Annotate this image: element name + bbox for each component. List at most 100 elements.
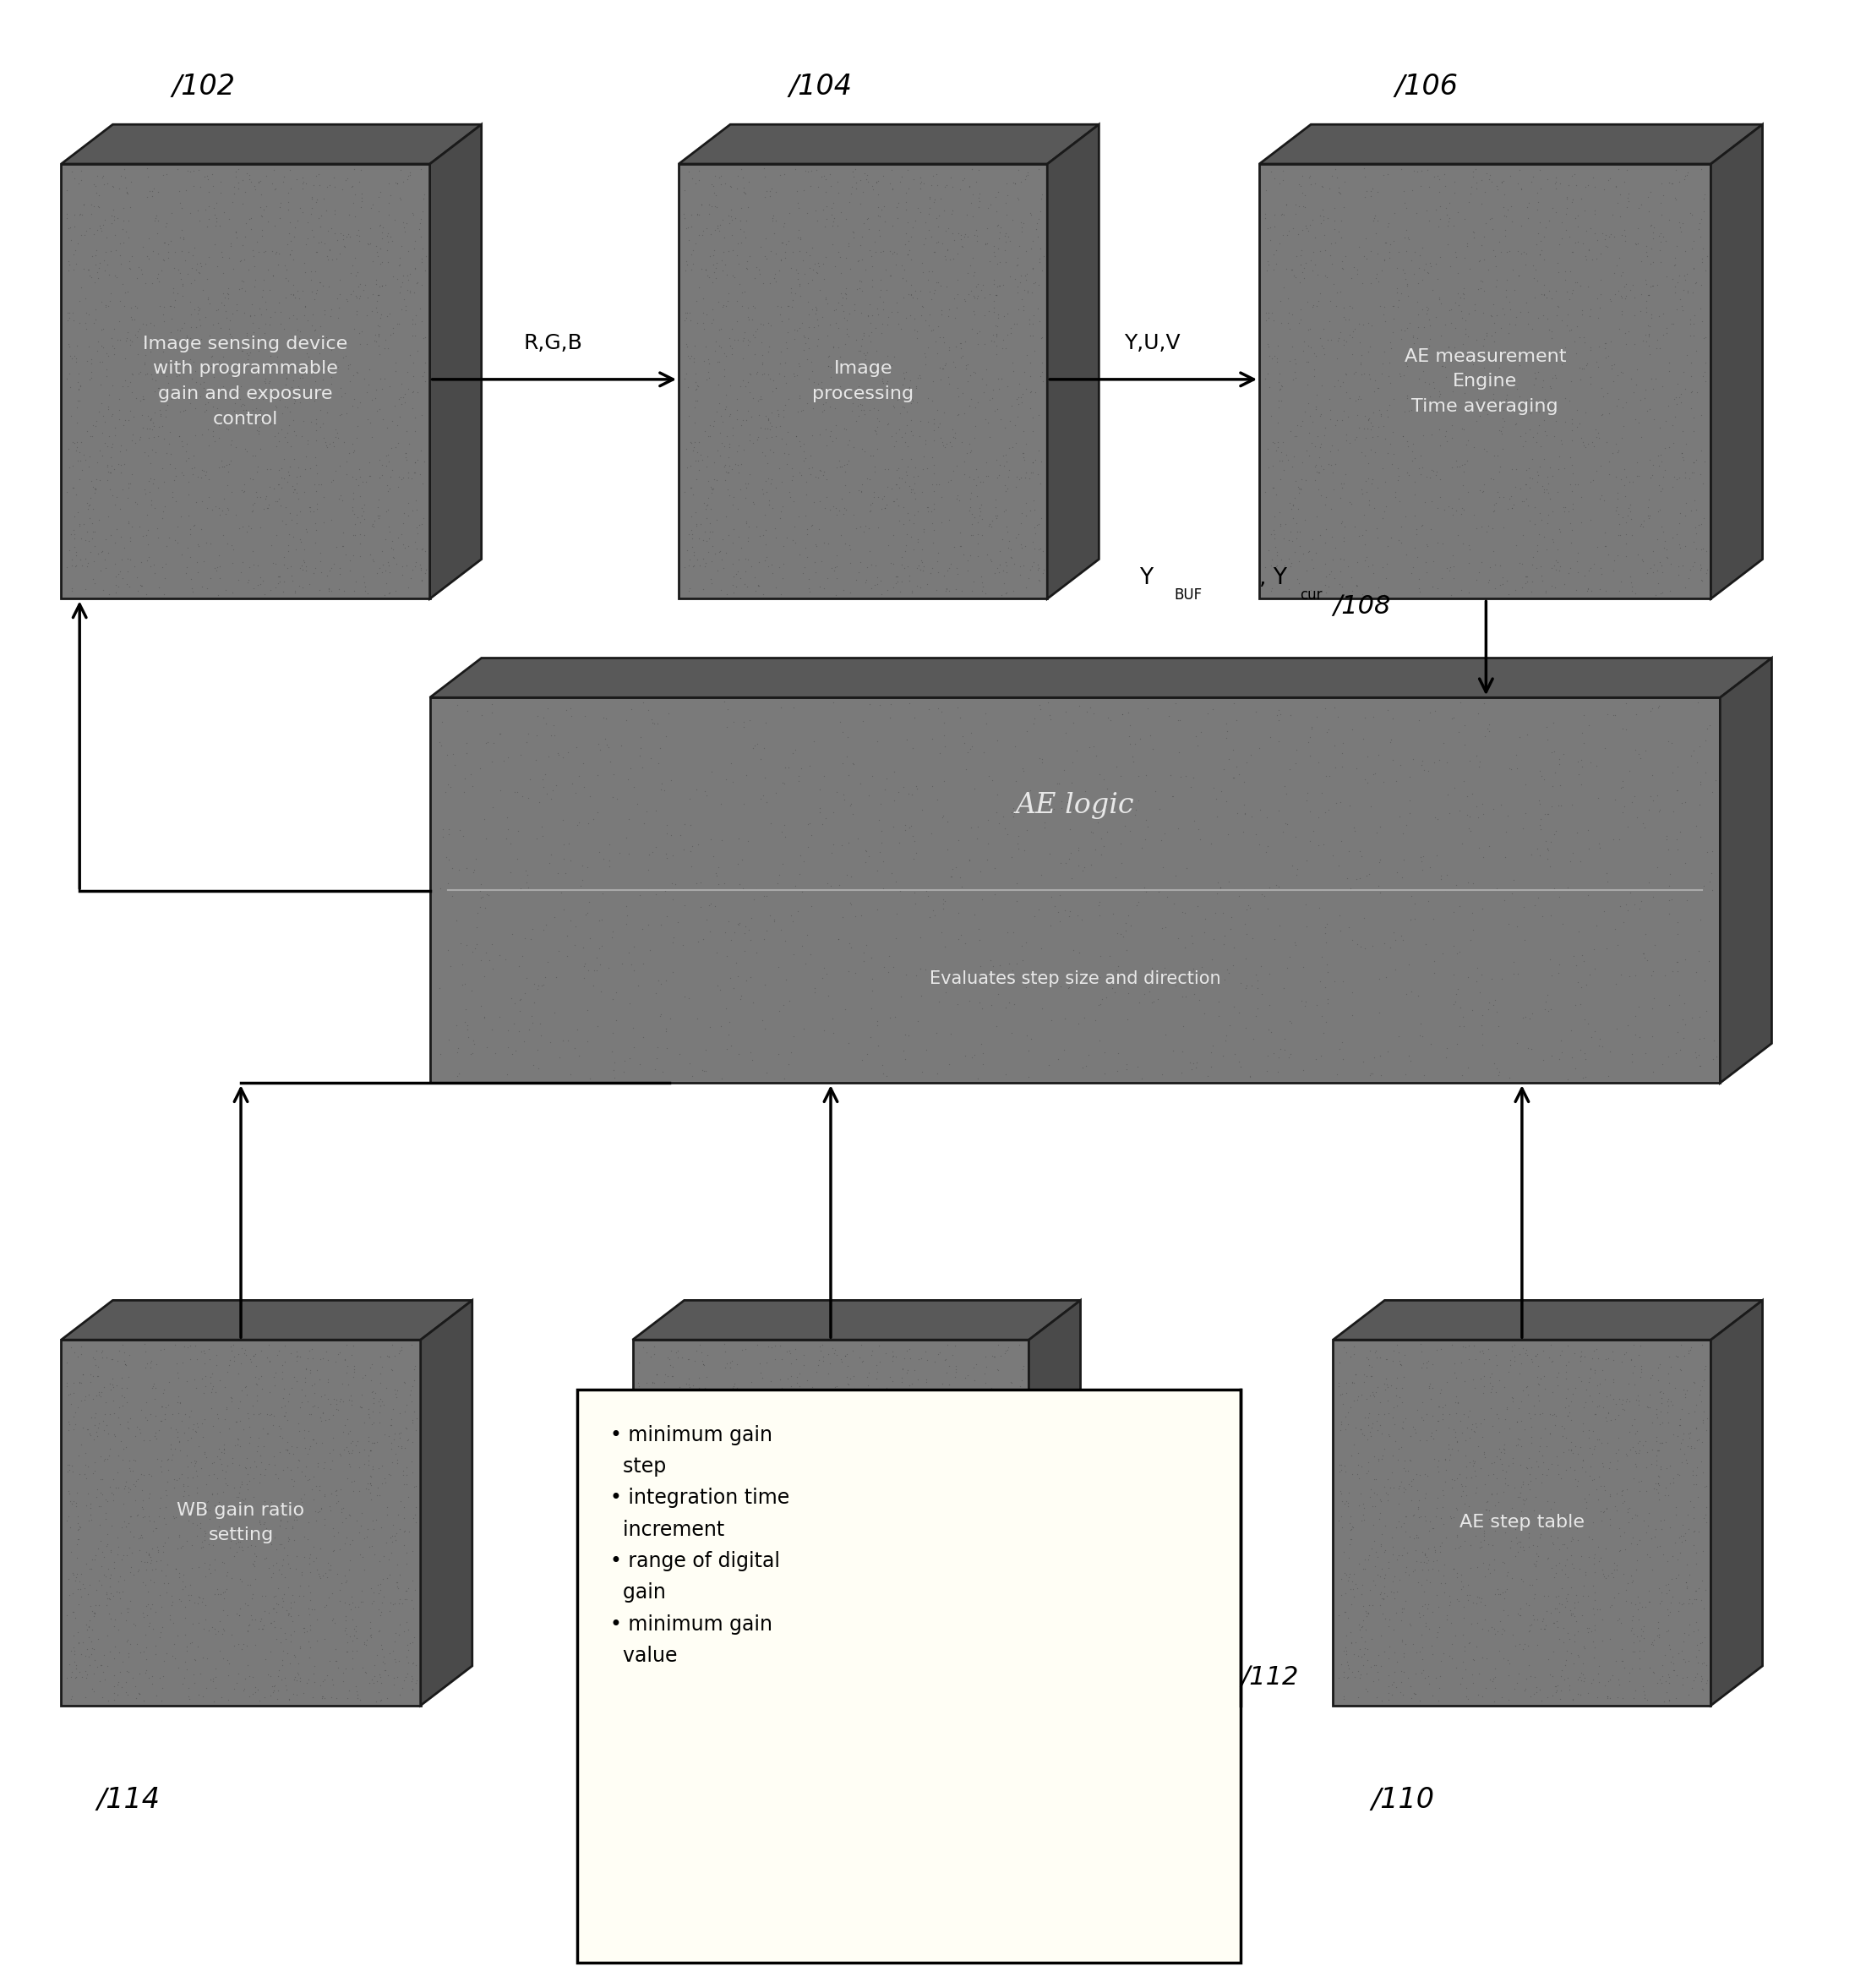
Point [979,1543,1009,1574]
Point [835,529,864,561]
Point [117,423,147,455]
Point [358,1513,388,1545]
Point [263,569,293,600]
Point [69,189,98,221]
Point [694,362,723,394]
Point [132,268,161,300]
Point [401,320,430,352]
Point [662,1376,692,1408]
Point [1397,245,1426,276]
Point [668,1517,697,1549]
Point [872,368,902,400]
Point [1317,449,1347,481]
Point [1529,1044,1558,1076]
Point [1406,439,1436,471]
Point [918,449,948,481]
Point [900,889,929,920]
Point [1349,579,1378,610]
Point [774,1421,803,1453]
Point [646,1489,675,1521]
Point [592,702,621,734]
Point [1362,258,1391,290]
Point [104,1402,134,1433]
Point [1478,326,1508,358]
Point [1501,300,1530,332]
Point [1443,519,1473,551]
Point [349,561,378,592]
Point [1484,352,1514,384]
Point [770,1580,800,1612]
Point [670,1553,699,1584]
Point [1469,324,1499,356]
Point [1391,539,1421,571]
Point [742,1503,772,1535]
Point [1224,996,1254,1028]
Point [228,334,258,366]
Point [1421,1535,1451,1567]
Point [1349,1553,1378,1584]
Point [378,535,408,567]
Point [1298,815,1328,847]
Point [835,1674,864,1706]
Point [1484,481,1514,513]
Point [1354,489,1384,521]
Point [709,1425,738,1457]
Point [106,241,135,272]
Point [234,511,263,543]
Point [1631,374,1660,406]
Point [1612,191,1642,223]
Point [1438,344,1467,376]
Point [926,1437,955,1469]
Point [401,485,430,517]
Point [154,449,184,481]
Point [542,962,571,994]
Point [1345,863,1375,895]
Point [1645,1408,1675,1439]
Point [276,1604,306,1636]
Point [1284,545,1313,577]
Point [1603,1477,1632,1509]
Point [809,1541,838,1573]
Point [356,1461,386,1493]
Point [987,1646,1017,1678]
Point [137,489,167,521]
Point [560,911,590,942]
Point [367,459,397,491]
Point [380,1417,410,1449]
Point [729,712,759,744]
Point [390,1616,419,1648]
Point [1428,1479,1458,1511]
Point [276,278,306,310]
Point [679,408,709,439]
Point [757,1630,787,1662]
Point [1554,1396,1584,1427]
Point [74,260,104,292]
Point [1486,1443,1516,1475]
Point [681,392,710,423]
Point [1449,1398,1478,1429]
Point [1111,1054,1141,1085]
Point [1549,1505,1579,1537]
Point [1516,1034,1545,1066]
Point [690,487,720,519]
Point [1339,1559,1369,1590]
Point [269,1382,299,1413]
Point [1480,1618,1510,1650]
Point [701,191,731,223]
Point [59,531,89,563]
Point [1428,1576,1458,1608]
Point [262,549,291,580]
Point [1478,463,1508,495]
Point [319,1535,349,1567]
Point [1645,247,1675,278]
Point [224,1598,254,1630]
Point [634,1541,664,1573]
Point [981,1586,1011,1618]
Point [1469,1525,1499,1557]
Point [1415,1368,1445,1400]
Point [677,1604,707,1636]
Point [768,990,798,1022]
Point [54,1406,83,1437]
Point [851,1409,881,1441]
Point [1543,1610,1573,1642]
